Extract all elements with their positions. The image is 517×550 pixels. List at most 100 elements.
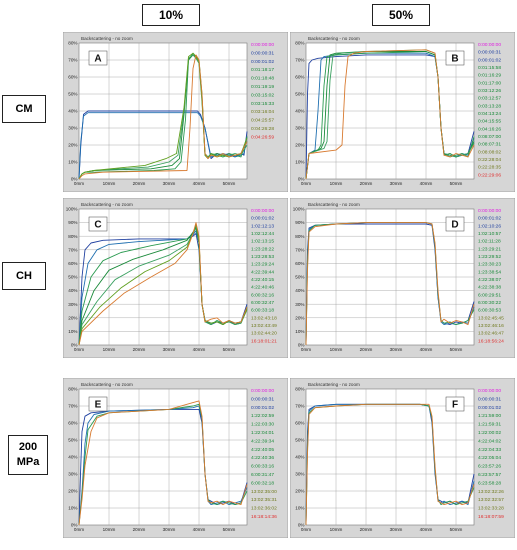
chart-f-ytick-label: 80% (295, 387, 304, 392)
chart-b-ytick-label: 80% (295, 41, 304, 46)
chart-d-header: Backscattering - no zoom (308, 202, 360, 207)
chart-b-ytick-label: 70% (295, 58, 304, 63)
chart-f-legend-entry: 1:22:00:02 (478, 430, 501, 436)
chart-b-ytick-label: 20% (295, 143, 304, 148)
chart-f-legend-entry: 0:00:00:31 (478, 396, 501, 402)
chart-c-ytick-label: 100% (66, 207, 78, 212)
svg-text:F: F (452, 400, 458, 411)
chart-e-ytick-label: 0% (71, 523, 78, 528)
chart-a-legend-entry: 0:03:15:02 (251, 92, 274, 98)
chart-b-legend-entry: 0:00:00:00 (478, 42, 501, 48)
chart-f-ytick-label: 30% (295, 472, 304, 477)
chart-e-ytick-label: 60% (68, 421, 77, 426)
chart-a-legend-entry: 0:03:16:04 (251, 109, 274, 115)
row-label-200mpa: 200 MPa (8, 435, 48, 475)
chart-d-ytick-label: 80% (295, 234, 304, 239)
chart-c-legend-entry: 13:02:43:18 (251, 315, 277, 321)
chart-c-legend-entry: 1:02:12:44 (251, 231, 274, 237)
chart-d-legend-entry: 1:23:29:21 (478, 246, 501, 252)
chart-e-xtick-label: 20mm (133, 527, 146, 532)
chart-a-legend-entry: 0:04:25:57 (251, 118, 274, 124)
chart-c-legend-entry: 13:02:44:20 (251, 331, 277, 337)
chart-f-legend-entry: 1:21:59:00 (478, 413, 501, 419)
chart-d-ytick-label: 20% (295, 315, 304, 320)
chart-c-ytick-label: 50% (68, 275, 77, 280)
chart-c-ytick-label: 20% (68, 315, 77, 320)
row-label-ch: CH (2, 262, 46, 290)
chart-e-ytick-label: 20% (68, 489, 77, 494)
chart-c-legend-entry: 1:02:13:15 (251, 239, 274, 245)
chart-a-ytick-label: 40% (68, 109, 77, 114)
chart-c-ytick-label: 90% (68, 220, 77, 225)
chart-d-panel-letter: D (445, 216, 465, 232)
chart-e-xtick-label: 40mm (193, 527, 206, 532)
chart-d-legend-entry: 1:02:10:26 (478, 223, 501, 229)
chart-b-ytick-label: 60% (295, 75, 304, 80)
chart-panel-c: Backscattering - no zoom 0% 10% 20% 30% 40% 50… (62, 197, 289, 359)
chart-e-svg: Backscattering - no zoom 0% 10% 20% 30% 40% 50… (62, 377, 289, 539)
chart-f-legend-entry: 6:23:57:26 (478, 464, 501, 470)
chart-f-ytick-label: 20% (295, 489, 304, 494)
chart-d-xtick-label: 30mm (390, 347, 403, 352)
chart-b-legend-entry: 0:01:16:29 (478, 73, 501, 79)
chart-e-legend-entry: 0:00:01:02 (251, 405, 274, 411)
chart-e-ytick-label: 80% (68, 387, 77, 392)
column-header-10pct: 10% (142, 4, 200, 26)
chart-c-panel-letter: C (88, 216, 108, 232)
chart-f-legend-entry: 1:21:59:31 (478, 422, 501, 428)
chart-d-ytick-label: 40% (295, 288, 304, 293)
chart-e-legend-entry: 13:02:35:31 (251, 497, 277, 503)
chart-c-xtick-label: 30mm (163, 347, 176, 352)
chart-a-series-line (78, 112, 248, 180)
chart-a-xtick-label: 50mm (223, 181, 236, 186)
row-label-200mpa-line2: MPa (16, 456, 40, 468)
chart-b-ytick-label: 30% (295, 126, 304, 131)
chart-d-ytick-label: 60% (295, 261, 304, 266)
chart-a-legend-entry: 0:00:00:31 (251, 50, 274, 56)
chart-a-ytick-label: 10% (68, 160, 77, 165)
chart-d-series-line (305, 222, 475, 346)
chart-e-panel-letter: E (88, 396, 108, 412)
chart-f-svg: Backscattering - no zoom 0% 10% 20% 30% 40% 50… (289, 377, 516, 539)
chart-a-legend-entry: 0:01:18:48 (251, 76, 274, 82)
chart-e-legend-entry: 0:00:00:31 (251, 396, 274, 402)
chart-c-xtick-label: 40mm (193, 347, 206, 352)
chart-c-xtick-label: 50mm (223, 347, 236, 352)
chart-c-legend-entry: 0:00:00:00 (251, 208, 274, 214)
chart-panel-d: Backscattering - no zoom 0% 10% 20% 30% 40% 50… (289, 197, 516, 359)
chart-f-xtick-label: 50mm (450, 527, 463, 532)
chart-c-ytick-label: 60% (68, 261, 77, 266)
chart-e-legend-entry: 16:18:14:36 (251, 514, 277, 520)
chart-d-legend-entry: 1:23:30:23 (478, 262, 501, 268)
chart-a-xtick-label: 20mm (133, 181, 146, 186)
chart-a-legend-entry: 0:04:26:59 (251, 134, 274, 140)
chart-a-xtick-label: 40mm (193, 181, 206, 186)
chart-d-legend-entry: 1:02:10:57 (478, 231, 501, 237)
svg-text:D: D (451, 220, 458, 231)
chart-b-xtick-label: 30mm (390, 181, 403, 186)
chart-b-legend-entry: 0:00:00:31 (478, 50, 501, 56)
chart-d-legend-entry: 16:18:56:24 (478, 338, 504, 344)
chart-d-ytick-label: 0% (298, 343, 305, 348)
chart-b-xtick-label: 10mm (330, 181, 343, 186)
chart-e-legend-entry: 6:00:31:47 (251, 472, 274, 478)
chart-f-legend-entry: 4:22:05:04 (478, 455, 501, 461)
chart-d-xtick-label: 10mm (330, 347, 343, 352)
chart-c-ytick-label: 70% (68, 247, 77, 252)
chart-c-xtick-label: 0mm (74, 347, 84, 352)
chart-d-legend-entry: 1:23:38:54 (478, 269, 501, 275)
chart-c-legend-entry: 6:00:33:18 (251, 308, 274, 314)
chart-panel-b: Backscattering - no zoom 0% 10% 20% 30% 40% 50… (289, 31, 516, 193)
chart-c-legend-entry: 1:02:12:13 (251, 223, 274, 229)
chart-a-ytick-label: 50% (68, 92, 77, 97)
chart-a-legend-entry: 0:01:18:17 (251, 67, 274, 73)
chart-b-xtick-label: 0mm (301, 181, 311, 186)
chart-panel-e: Backscattering - no zoom 0% 10% 20% 30% 40% 50… (62, 377, 289, 539)
chart-b-legend-entry: 0:22:28:35 (478, 165, 501, 171)
chart-a-legend-entry: 0:01:19:19 (251, 84, 274, 90)
chart-d-legend-entry: 13:02:45:45 (478, 315, 504, 321)
chart-d-legend-entry: 4:22:38:38 (478, 285, 501, 291)
chart-a-ytick-label: 20% (68, 143, 77, 148)
chart-b-legend-entry: 0:03:13:28 (478, 103, 501, 109)
chart-panel-a: Backscattering - no zoom 0% 10% 20% 30% 40% 50… (62, 31, 289, 193)
